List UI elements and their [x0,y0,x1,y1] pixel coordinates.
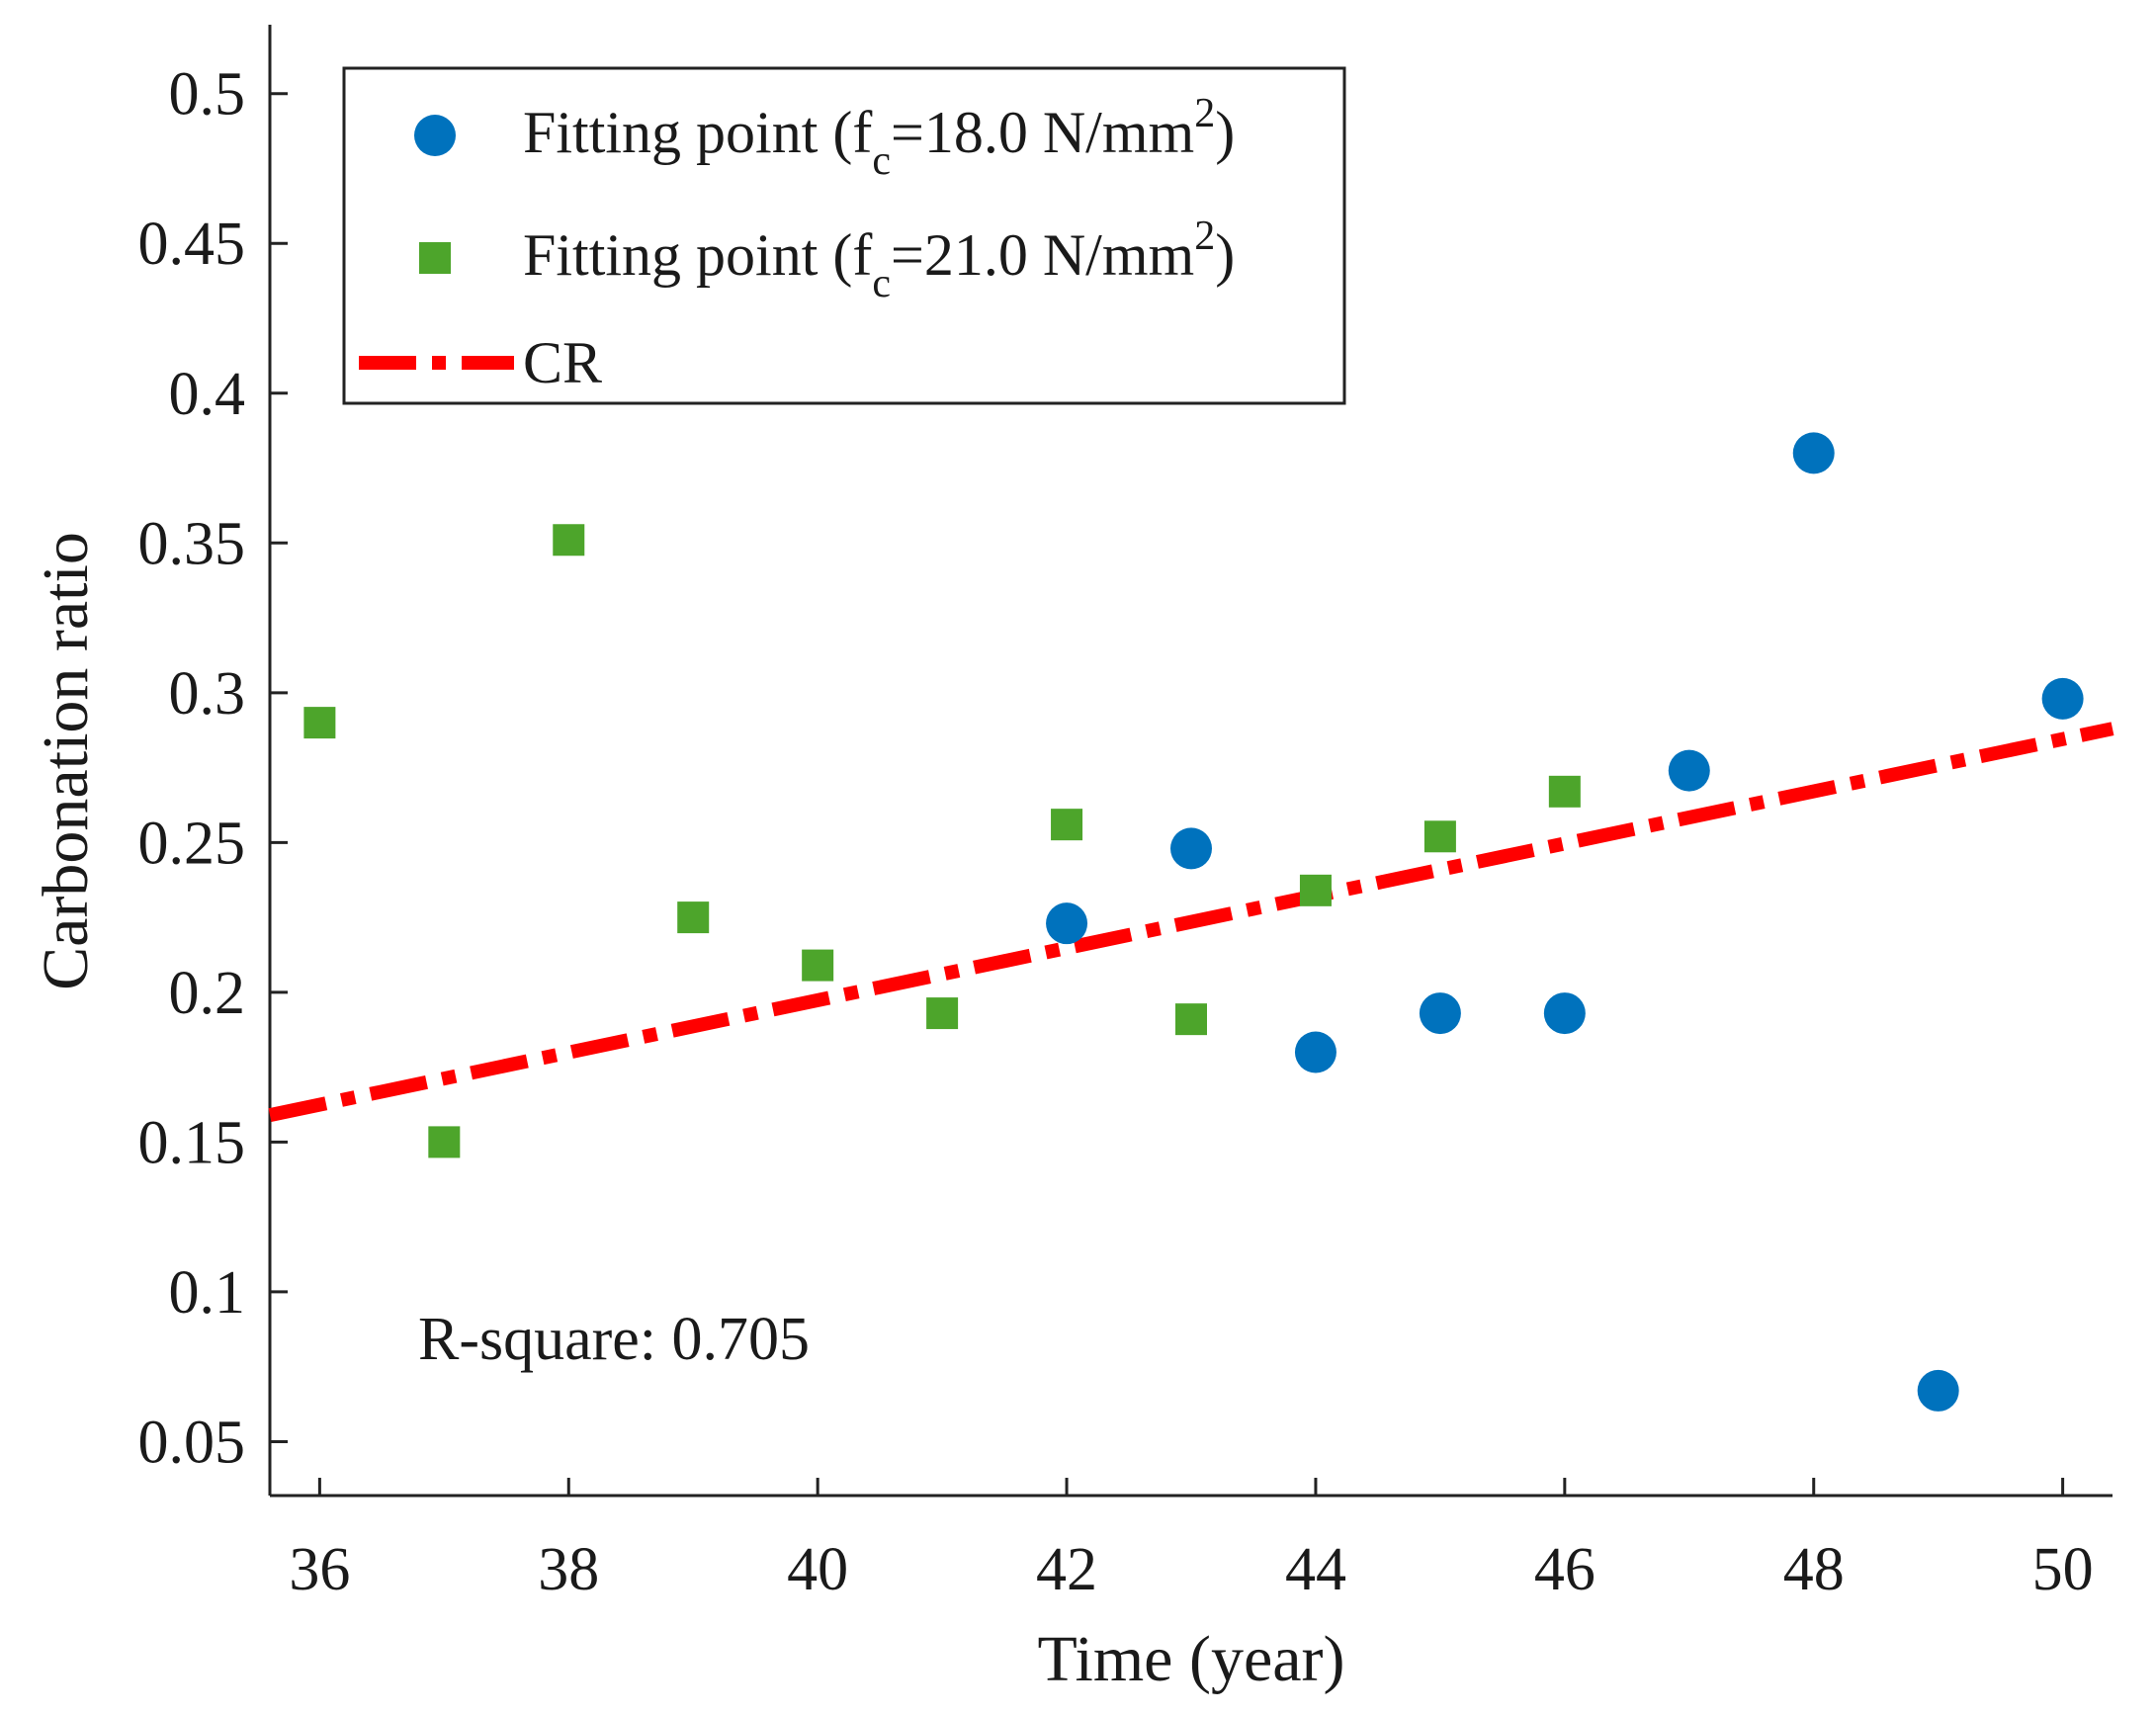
x-tick-label: 48 [1783,1536,1845,1603]
y-tick-label: 0.5 [169,61,246,129]
data-point-fc18 [1046,902,1088,945]
legend-label-series-1: Fitting point (fc=18.0 N/mm2) [523,91,1235,184]
r-square-annotation: R-square: 0.705 [418,1306,810,1373]
y-axis-label: Carbonation ratio [30,532,102,990]
y-tick-label: 0.45 [138,211,246,278]
data-point-fc21 [428,1126,461,1158]
x-tick-label: 42 [1036,1536,1097,1603]
x-tick-label: 44 [1285,1536,1346,1603]
legend-label-series-2: Fitting point (fc=21.0 N/mm2) [523,214,1235,306]
data-point-fc18 [1917,1369,1959,1412]
data-point-fc21 [553,524,585,557]
x-tick-label: 50 [2032,1536,2094,1603]
cr-fit-line [268,722,2114,1122]
legend-label-series-3: CR [523,330,602,395]
y-tick-label: 0.3 [169,660,246,728]
y-tick-label: 0.25 [138,810,246,877]
data-point-fc18 [1170,827,1212,870]
data-point-fc18 [1419,992,1461,1035]
data-point-fc21 [1299,874,1332,906]
legend-marker-circle [414,115,456,156]
y-tick-label: 0.35 [138,510,246,577]
x-tick-label: 36 [289,1536,350,1603]
legend-marker-square [419,242,451,274]
y-tick-label: 0.05 [138,1409,246,1476]
data-point-fc21 [1175,1003,1207,1036]
data-point-fc18 [2041,677,2084,720]
legend-box [342,66,1346,405]
y-tick-label: 0.4 [169,361,246,428]
data-point-fc21 [802,949,834,982]
data-point-fc18 [1668,749,1710,792]
data-point-fc21 [1423,820,1456,853]
data-point-fc21 [1548,775,1581,808]
y-tick-label: 0.2 [169,960,246,1027]
x-tick-label: 46 [1534,1536,1595,1603]
y-tick-label: 0.1 [169,1259,246,1327]
data-point-fc18 [1543,992,1586,1035]
y-tick-label: 0.15 [138,1109,246,1176]
x-tick-label: 40 [787,1536,848,1603]
data-point-fc18 [1294,1031,1337,1073]
data-point-fc21 [1051,809,1083,841]
x-axis-label: Time (year) [1038,1623,1345,1695]
data-point-fc21 [926,997,959,1030]
legend: Fitting point (fc=18.0 N/mm2) Fitting po… [342,66,1346,405]
data-point-fc21 [303,707,336,739]
data-point-fc21 [677,901,710,934]
data-point-fc18 [1792,432,1835,474]
x-tick-label: 38 [538,1536,599,1603]
